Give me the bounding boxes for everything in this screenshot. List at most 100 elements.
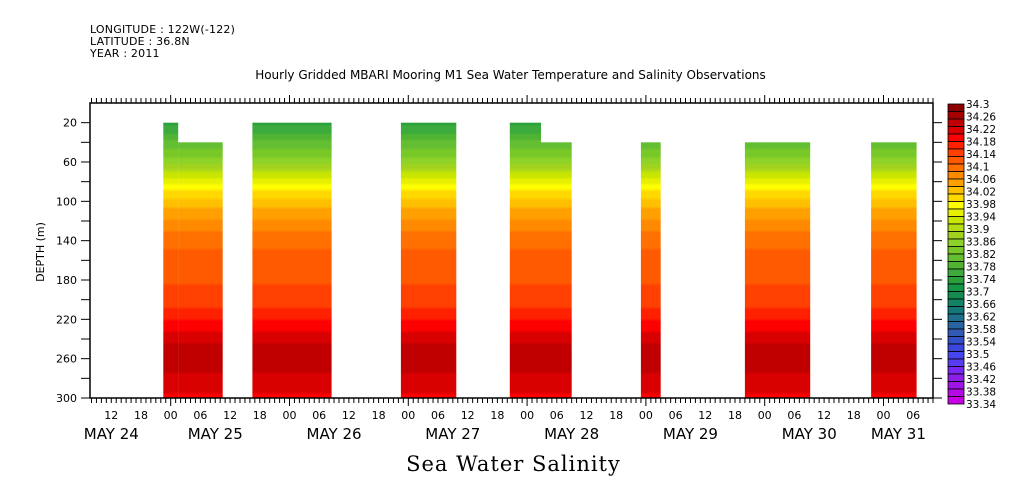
colorbar-swatch bbox=[947, 193, 965, 202]
x-day-label: MAY 27 bbox=[425, 425, 480, 443]
colorbar-swatch bbox=[947, 306, 965, 315]
x-tick-label: 06 bbox=[550, 409, 564, 422]
colorbar-swatch bbox=[947, 298, 965, 307]
x-tick-label: 06 bbox=[193, 409, 207, 422]
colorbar-label: 33.9 bbox=[966, 224, 989, 236]
colorbar-swatch bbox=[947, 186, 965, 195]
data-segment bbox=[640, 142, 661, 398]
x-tick-label: 12 bbox=[461, 409, 475, 422]
colorbar-swatch bbox=[947, 328, 965, 337]
colorbar-label: 33.66 bbox=[966, 299, 996, 311]
colorbar-swatch bbox=[947, 396, 965, 405]
colorbar-swatch bbox=[947, 223, 965, 232]
colorbar-swatch bbox=[947, 276, 965, 285]
y-tick-label: 260 bbox=[56, 353, 77, 366]
colorbar-swatch bbox=[947, 178, 965, 187]
colorbar-label: 33.5 bbox=[966, 349, 989, 361]
colorbar-label: 33.38 bbox=[966, 387, 996, 399]
colorbar-swatch bbox=[947, 313, 965, 322]
x-day-label: MAY 30 bbox=[782, 425, 837, 443]
x-day-label: MAY 28 bbox=[544, 425, 599, 443]
colorbar-swatch bbox=[947, 171, 965, 180]
x-day-label: MAY 24 bbox=[84, 425, 139, 443]
colorbar-label: 33.86 bbox=[966, 237, 996, 249]
colorbar-label: 34.26 bbox=[966, 112, 996, 124]
colorbar-label: 33.7 bbox=[966, 287, 989, 299]
colorbar-label: 33.94 bbox=[966, 212, 996, 224]
data-segment bbox=[509, 122, 541, 398]
colorbar-swatch bbox=[947, 141, 965, 150]
colorbar-label: 34.02 bbox=[966, 187, 996, 199]
y-tick-label: 100 bbox=[56, 195, 77, 208]
colorbar-label: 33.98 bbox=[966, 199, 996, 211]
colorbar-swatch bbox=[947, 253, 965, 262]
data-segment bbox=[252, 122, 332, 398]
colorbar-swatch bbox=[947, 321, 965, 330]
y-tick-label: 180 bbox=[56, 274, 77, 287]
x-tick-label: 12 bbox=[223, 409, 237, 422]
x-tick-label: 12 bbox=[698, 409, 712, 422]
plot-axes bbox=[89, 102, 934, 399]
colorbar-swatch bbox=[947, 111, 965, 120]
colorbar: 34.334.2634.2234.1834.1434.134.0634.0233… bbox=[947, 99, 996, 411]
colorbar-swatch bbox=[947, 358, 965, 367]
colorbar-swatch bbox=[947, 246, 965, 255]
y-axis-title: DEPTH (m) bbox=[34, 222, 47, 282]
colorbar-label: 34.14 bbox=[966, 149, 996, 161]
colorbar-swatch bbox=[947, 343, 965, 352]
colorbar-swatch bbox=[947, 156, 965, 165]
heatmap-segments bbox=[163, 122, 917, 398]
colorbar-label: 33.74 bbox=[966, 274, 996, 286]
data-segment bbox=[400, 122, 457, 398]
latitude-label: LATITUDE : 36.8N bbox=[90, 35, 190, 48]
x-tick-label: 06 bbox=[787, 409, 801, 422]
x-tick-label: 12 bbox=[579, 409, 593, 422]
data-segment bbox=[541, 142, 572, 398]
data-segment bbox=[871, 142, 917, 398]
colorbar-label: 34.06 bbox=[966, 174, 996, 186]
colorbar-swatch bbox=[947, 216, 965, 225]
y-tick-label: 220 bbox=[56, 313, 77, 326]
colorbar-swatch bbox=[947, 118, 965, 127]
colorbar-swatch bbox=[947, 126, 965, 135]
x-day-label: MAY 25 bbox=[188, 425, 243, 443]
colorbar-swatch bbox=[947, 381, 965, 390]
plot-frame bbox=[89, 102, 934, 399]
colorbar-label: 34.22 bbox=[966, 124, 996, 136]
x-tick-label: 00 bbox=[520, 409, 534, 422]
x-tick-label: 00 bbox=[401, 409, 415, 422]
colorbar-swatch bbox=[947, 261, 965, 270]
x-tick-label: 00 bbox=[876, 409, 890, 422]
data-segment bbox=[178, 142, 223, 398]
colorbar-swatch bbox=[947, 336, 965, 345]
colorbar-label: 34.3 bbox=[966, 99, 989, 111]
x-axis-title: Sea Water Salinity bbox=[406, 452, 621, 476]
colorbar-swatch bbox=[947, 133, 965, 142]
data-segment bbox=[744, 142, 811, 398]
colorbar-swatch bbox=[947, 208, 965, 217]
x-tick-label: 18 bbox=[728, 409, 742, 422]
colorbar-label: 33.58 bbox=[966, 324, 996, 336]
x-tick-label: 00 bbox=[164, 409, 178, 422]
y-tick-label: 60 bbox=[63, 156, 77, 169]
x-tick-label: 12 bbox=[817, 409, 831, 422]
x-tick-label: 18 bbox=[134, 409, 148, 422]
x-tick-label: 00 bbox=[282, 409, 296, 422]
x-day-label: MAY 26 bbox=[307, 425, 362, 443]
x-tick-label: 18 bbox=[609, 409, 623, 422]
colorbar-label: 33.78 bbox=[966, 262, 996, 274]
x-tick-label: 06 bbox=[906, 409, 920, 422]
x-tick-label: 18 bbox=[372, 409, 386, 422]
colorbar-swatch bbox=[947, 103, 965, 112]
colorbar-swatch bbox=[947, 373, 965, 382]
x-tick-label: 18 bbox=[847, 409, 861, 422]
colorbar-swatch bbox=[947, 201, 965, 210]
colorbar-swatch bbox=[947, 231, 965, 240]
x-tick-label: 12 bbox=[342, 409, 356, 422]
colorbar-swatch bbox=[947, 291, 965, 300]
x-tick-label: 06 bbox=[669, 409, 683, 422]
colorbar-swatch bbox=[947, 148, 965, 157]
colorbar-label: 34.18 bbox=[966, 137, 996, 149]
x-axis-ticks: 12 18 00 06 12 18 00 06 12 18 00 06 12 18 00 06 12 18 00 06… bbox=[84, 95, 934, 443]
